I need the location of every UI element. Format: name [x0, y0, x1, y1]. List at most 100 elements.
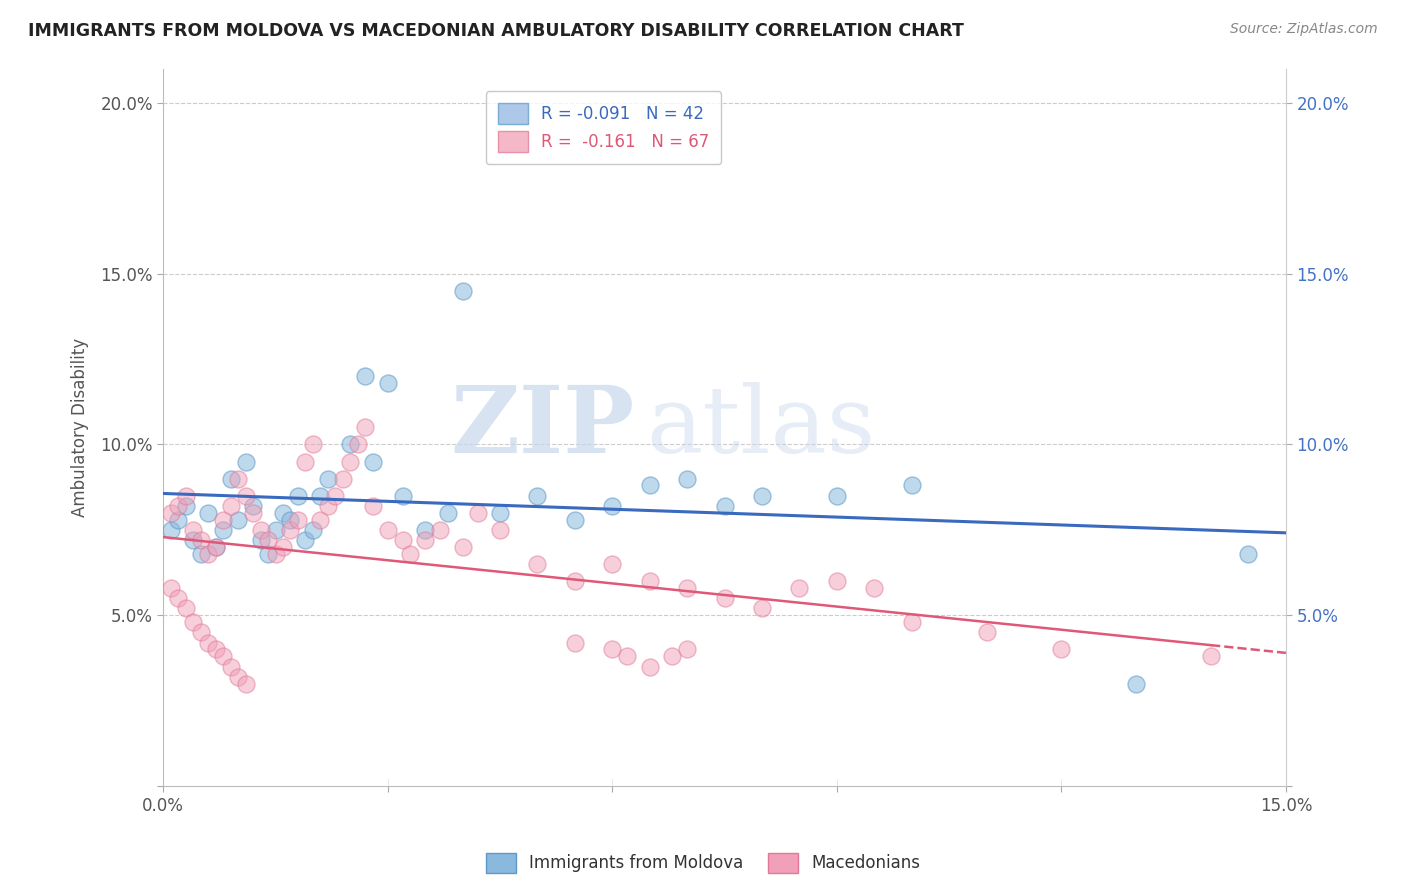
Point: [489, 506, 512, 520]
Point: [602, 499, 624, 513]
Point: [167, 591, 190, 606]
Point: [242, 506, 264, 520]
Point: [976, 625, 998, 640]
Point: [429, 523, 451, 537]
Point: [167, 513, 190, 527]
Point: [399, 547, 422, 561]
Point: [638, 574, 661, 588]
Point: [751, 489, 773, 503]
Point: [413, 523, 436, 537]
Point: [564, 635, 586, 649]
Point: [332, 472, 354, 486]
Point: [159, 523, 181, 537]
Point: [900, 478, 922, 492]
Point: [226, 670, 249, 684]
Point: [302, 523, 325, 537]
Text: ZIP: ZIP: [450, 383, 634, 473]
Point: [235, 454, 257, 468]
Point: [467, 506, 489, 520]
Point: [271, 506, 294, 520]
Point: [1237, 547, 1260, 561]
Point: [212, 649, 235, 664]
Point: [413, 533, 436, 547]
Point: [789, 581, 811, 595]
Text: Source: ZipAtlas.com: Source: ZipAtlas.com: [1230, 22, 1378, 37]
Point: [347, 437, 370, 451]
Point: [391, 533, 413, 547]
Point: [564, 574, 586, 588]
Point: [197, 547, 219, 561]
Point: [661, 649, 683, 664]
Point: [249, 523, 271, 537]
Point: [1199, 649, 1222, 664]
Point: [235, 676, 257, 690]
Point: [219, 659, 242, 673]
Point: [676, 472, 699, 486]
Y-axis label: Ambulatory Disability: Ambulatory Disability: [72, 338, 89, 516]
Point: [174, 499, 197, 513]
Point: [219, 472, 242, 486]
Point: [294, 454, 316, 468]
Point: [249, 533, 271, 547]
Point: [226, 472, 249, 486]
Point: [391, 489, 413, 503]
Point: [271, 540, 294, 554]
Point: [489, 523, 512, 537]
Legend: Immigrants from Moldova, Macedonians: Immigrants from Moldova, Macedonians: [479, 847, 927, 880]
Point: [257, 547, 280, 561]
Point: [309, 489, 332, 503]
Point: [181, 523, 204, 537]
Point: [325, 489, 347, 503]
Point: [316, 472, 339, 486]
Point: [436, 506, 458, 520]
Point: [1125, 676, 1147, 690]
Point: [451, 284, 474, 298]
Point: [354, 420, 377, 434]
Legend: R = -0.091   N = 42, R =  -0.161   N = 67: R = -0.091 N = 42, R = -0.161 N = 67: [486, 91, 721, 164]
Point: [257, 533, 280, 547]
Point: [280, 513, 302, 527]
Point: [190, 547, 212, 561]
Point: [339, 454, 361, 468]
Point: [825, 574, 848, 588]
Point: [167, 499, 190, 513]
Point: [377, 523, 399, 537]
Point: [863, 581, 886, 595]
Point: [377, 376, 399, 390]
Text: IMMIGRANTS FROM MOLDOVA VS MACEDONIAN AMBULATORY DISABILITY CORRELATION CHART: IMMIGRANTS FROM MOLDOVA VS MACEDONIAN AM…: [28, 22, 965, 40]
Point: [159, 581, 181, 595]
Point: [751, 601, 773, 615]
Point: [526, 489, 548, 503]
Point: [190, 533, 212, 547]
Point: [190, 625, 212, 640]
Point: [181, 533, 204, 547]
Point: [181, 615, 204, 629]
Point: [564, 513, 586, 527]
Point: [316, 499, 339, 513]
Point: [159, 506, 181, 520]
Point: [212, 513, 235, 527]
Point: [309, 513, 332, 527]
Point: [1050, 642, 1073, 657]
Point: [294, 533, 316, 547]
Point: [204, 642, 226, 657]
Text: atlas: atlas: [645, 383, 876, 473]
Point: [616, 649, 638, 664]
Point: [302, 437, 325, 451]
Point: [287, 513, 309, 527]
Point: [676, 642, 699, 657]
Point: [354, 369, 377, 384]
Point: [602, 557, 624, 571]
Point: [174, 489, 197, 503]
Point: [226, 513, 249, 527]
Point: [638, 478, 661, 492]
Point: [638, 659, 661, 673]
Point: [264, 547, 287, 561]
Point: [451, 540, 474, 554]
Point: [825, 489, 848, 503]
Point: [264, 523, 287, 537]
Point: [197, 635, 219, 649]
Point: [676, 581, 699, 595]
Point: [280, 523, 302, 537]
Point: [174, 601, 197, 615]
